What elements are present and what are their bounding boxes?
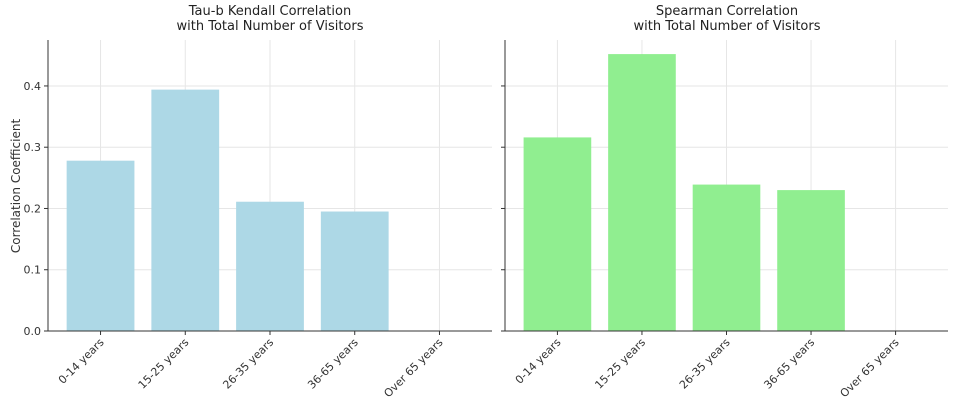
y-tick-label: 0.4 — [24, 80, 42, 93]
x-tick-label: 0-14 years — [56, 336, 107, 387]
x-tick-label: 36-65 years — [761, 336, 817, 392]
y-tick-label: 0.1 — [24, 264, 42, 277]
x-tick-label: 0-14 years — [513, 336, 564, 387]
y-tick-label: 0.3 — [24, 141, 42, 154]
bar — [523, 137, 592, 331]
chart-title: Spearman Correlation with Total Number o… — [633, 4, 821, 34]
x-tick-label: 15-25 years — [136, 336, 192, 392]
y-axis-label: Correlation Coefficient — [9, 119, 23, 254]
x-tick-label: 36-65 years — [305, 336, 361, 392]
bar — [692, 184, 761, 331]
bar — [151, 89, 220, 331]
x-tick-label: 26-35 years — [220, 336, 276, 392]
x-tick-label: Over 65 years — [838, 336, 902, 400]
x-tick-label: 15-25 years — [592, 336, 648, 392]
bar — [777, 190, 845, 331]
y-tick-label: 0.2 — [24, 202, 42, 215]
x-tick-label: 26-35 years — [677, 336, 733, 392]
bar — [320, 211, 389, 331]
chart-title: Tau-b Kendall Correlation with Total Num… — [176, 4, 364, 34]
bar — [608, 54, 676, 332]
bar — [66, 160, 135, 331]
x-tick-label: Over 65 years — [381, 336, 445, 400]
y-tick-label: 0.0 — [24, 325, 42, 338]
bar — [236, 201, 304, 331]
